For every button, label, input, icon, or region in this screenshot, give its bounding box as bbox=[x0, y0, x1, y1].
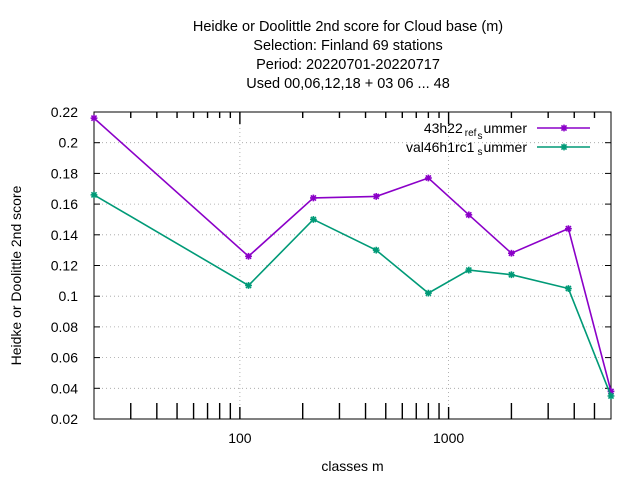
legend-label: val46h1rc1 summer bbox=[406, 139, 527, 158]
data-point bbox=[465, 211, 473, 219]
data-point bbox=[560, 124, 568, 132]
point-stroke bbox=[90, 115, 98, 122]
legend-label-part: s bbox=[477, 131, 482, 142]
title-line: Selection: Finland 69 stations bbox=[253, 38, 442, 54]
point-stroke bbox=[508, 250, 515, 257]
point-stroke bbox=[508, 271, 515, 278]
data-point bbox=[424, 174, 432, 182]
title-line: Heidke or Doolittle 2nd score for Cloud … bbox=[193, 19, 503, 35]
point-stroke bbox=[465, 266, 472, 274]
data-point bbox=[90, 191, 98, 199]
point-stroke bbox=[425, 290, 432, 297]
grid bbox=[94, 112, 611, 419]
y-tick-label: 0.22 bbox=[51, 104, 78, 120]
point-stroke bbox=[565, 285, 572, 292]
point-stroke bbox=[560, 124, 568, 132]
series-2 bbox=[90, 191, 615, 400]
y-tick-label: 0.16 bbox=[51, 196, 78, 212]
data-point bbox=[372, 193, 380, 200]
data-point bbox=[309, 194, 317, 202]
data-point bbox=[465, 266, 473, 274]
y-tick-label: 0.06 bbox=[51, 350, 78, 366]
data-point bbox=[424, 289, 432, 297]
point-stroke bbox=[245, 253, 252, 260]
data-point bbox=[564, 225, 572, 233]
y-tick-label: 0.12 bbox=[51, 258, 78, 274]
y-axis-label: Heidke or Doolittle 2nd score bbox=[8, 185, 24, 365]
point-stroke bbox=[465, 211, 472, 218]
legend-label-part: ummer bbox=[483, 120, 527, 136]
data-point bbox=[508, 271, 515, 279]
data-point bbox=[508, 249, 515, 257]
series bbox=[90, 114, 615, 400]
point-stroke bbox=[90, 191, 98, 199]
legend-label-part: s bbox=[477, 147, 482, 158]
x-tick-label: 100 bbox=[228, 430, 252, 446]
point-stroke bbox=[310, 194, 317, 202]
point-stroke bbox=[245, 282, 252, 289]
data-point bbox=[372, 246, 380, 254]
y-tick-label: 0.04 bbox=[51, 380, 78, 396]
y-tick-label: 0.1 bbox=[59, 288, 79, 304]
legend-label-part: val46h1rc1 bbox=[406, 139, 475, 155]
point-stroke bbox=[425, 174, 432, 182]
point-stroke bbox=[565, 225, 572, 232]
point-stroke bbox=[310, 216, 317, 223]
legend-label-part: ummer bbox=[483, 139, 527, 155]
data-point bbox=[309, 216, 317, 223]
title-line: Used 00,06,12,18 + 03 06 ... 48 bbox=[246, 76, 450, 92]
y-tick-label: 0.2 bbox=[59, 135, 79, 151]
point-stroke bbox=[607, 392, 615, 400]
y-tick-label: 0.02 bbox=[51, 411, 78, 427]
y-tick-label: 0.14 bbox=[51, 227, 78, 243]
data-point bbox=[560, 143, 568, 151]
point-stroke bbox=[373, 247, 380, 254]
series-line bbox=[93, 117, 612, 392]
x-axis: 100 1000 bbox=[130, 112, 596, 446]
legend-label-part: ref bbox=[465, 128, 477, 139]
x-axis-label: classes m bbox=[321, 458, 383, 474]
y-axis: 0.02 0.04 0.06 0.08 0.1 0.12 0.14 0.16 0.18 0.2 0.… bbox=[51, 104, 611, 427]
y-tick-label: 0.08 bbox=[51, 319, 78, 335]
point-stroke bbox=[373, 193, 380, 200]
series-line bbox=[93, 194, 612, 397]
data-point bbox=[607, 392, 615, 400]
y-tick-label: 0.18 bbox=[51, 165, 78, 181]
legend-label: 43h22 refsummer bbox=[424, 120, 528, 142]
data-point bbox=[90, 114, 98, 122]
legend-label-part: 43h22 bbox=[424, 120, 463, 136]
data-point bbox=[245, 282, 252, 289]
data-point bbox=[564, 285, 572, 292]
plot-frame bbox=[93, 111, 612, 420]
series-1 bbox=[90, 114, 615, 395]
point-stroke bbox=[560, 143, 568, 151]
title-line: Period: 20220701-20220717 bbox=[256, 57, 440, 73]
x-tick-label: 1000 bbox=[433, 430, 464, 446]
chart-title: Heidke or Doolittle 2nd score for Cloud … bbox=[193, 19, 503, 92]
data-point bbox=[245, 252, 252, 260]
